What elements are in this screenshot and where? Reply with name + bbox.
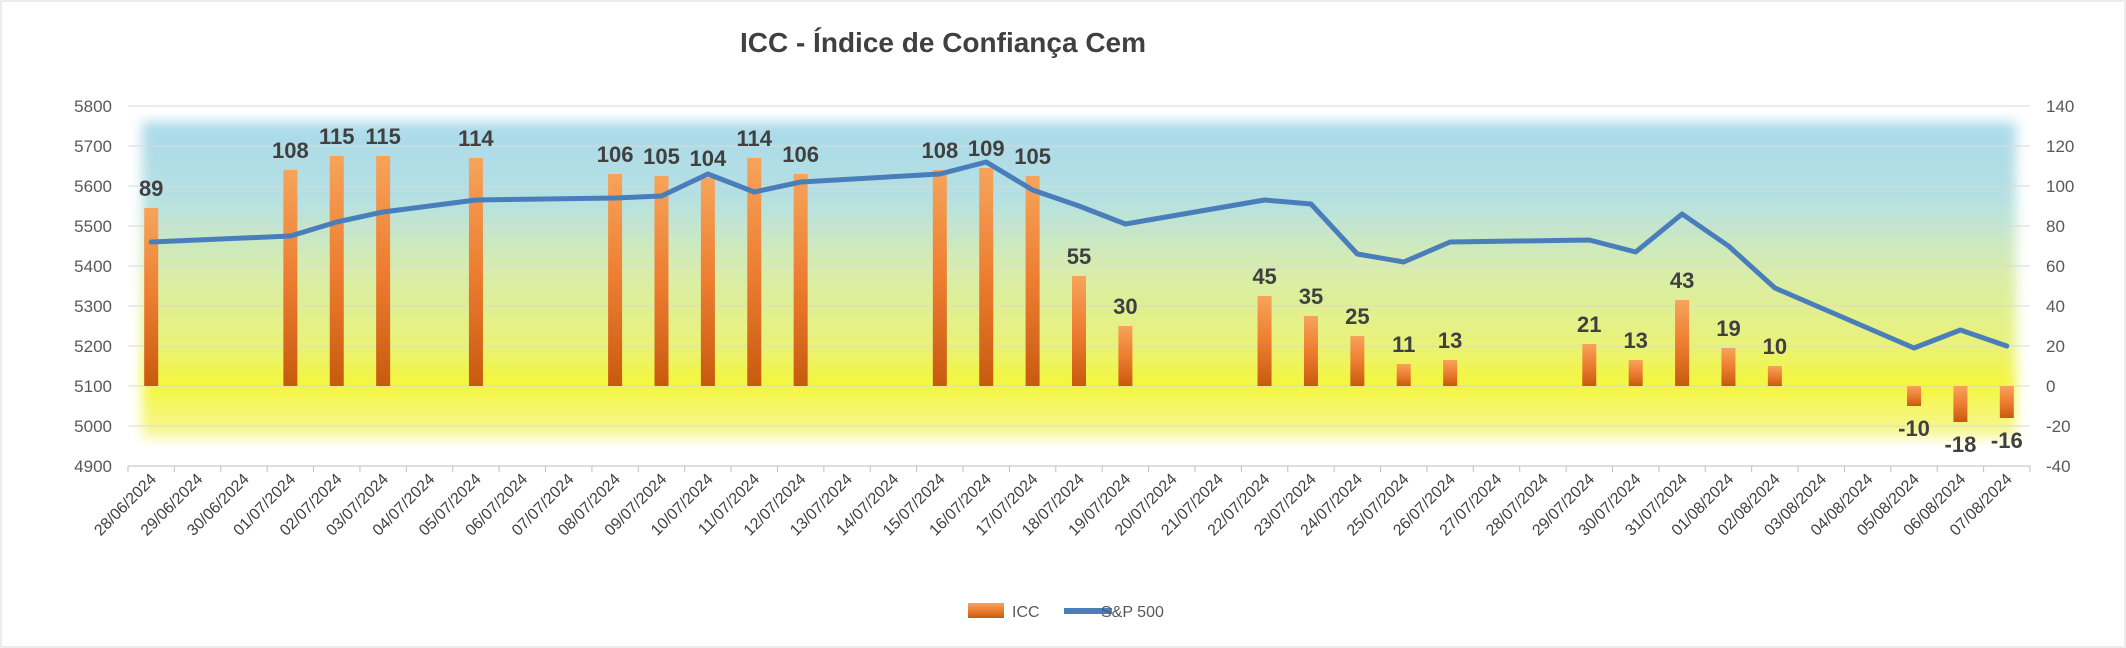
left-tick-label: 5600 <box>74 177 112 196</box>
icc-bar <box>979 168 994 386</box>
icc-data-label: 19 <box>1716 316 1740 341</box>
icc-bar <box>1396 364 1411 386</box>
icc-data-label: 13 <box>1438 328 1462 353</box>
icc-bar <box>654 176 669 386</box>
icc-data-label: 108 <box>921 138 958 163</box>
icc-bar <box>329 156 344 386</box>
icc-data-label: 114 <box>458 126 494 151</box>
left-tick-label: 5300 <box>74 297 112 316</box>
chart-title: ICC - Índice de Confiança Cem <box>740 27 1146 58</box>
icc-data-label: -10 <box>1898 416 1930 441</box>
icc-bar <box>793 174 808 386</box>
right-tick-label: 100 <box>2046 177 2074 196</box>
icc-bar <box>376 156 391 386</box>
icc-data-label: 115 <box>319 124 355 149</box>
left-tick-label: 5500 <box>74 217 112 236</box>
icc-data-label: 105 <box>1014 144 1051 169</box>
icc-data-label: 10 <box>1763 334 1787 359</box>
sp500-line-layer <box>148 159 2010 351</box>
icc-data-label: -18 <box>1945 432 1977 457</box>
icc-bar <box>1118 326 1133 386</box>
right-tick-label: -40 <box>2046 457 2071 476</box>
icc-data-label: 104 <box>690 146 727 171</box>
icc-data-label: 108 <box>272 138 309 163</box>
icc-bar <box>1675 300 1690 386</box>
legend-sp500-label: S&P 500 <box>1101 604 1164 621</box>
legend: ICC S&P 500 <box>968 603 1164 621</box>
right-tick-label: 60 <box>2046 257 2065 276</box>
legend-icc-swatch <box>968 603 1004 618</box>
gridlines <box>128 105 2030 467</box>
right-tick-label: 120 <box>2046 137 2074 156</box>
right-tick-label: 80 <box>2046 217 2065 236</box>
icc-data-label: 55 <box>1067 244 1091 269</box>
icc-bar <box>747 158 762 386</box>
icc-data-label: 25 <box>1345 304 1369 329</box>
icc-bar <box>468 158 483 386</box>
icc-data-label: 21 <box>1577 312 1601 337</box>
right-tick-label: -20 <box>2046 417 2071 436</box>
left-tick-label: 5800 <box>74 97 112 116</box>
icc-data-label: 35 <box>1299 284 1323 309</box>
icc-bar <box>700 178 715 386</box>
icc-data-label: -16 <box>1991 428 2023 453</box>
icc-bar <box>1072 276 1086 386</box>
icc-data-label: 11 <box>1392 332 1415 357</box>
icc-data-label: 30 <box>1113 294 1137 319</box>
icc-bar <box>1628 360 1643 386</box>
icc-bar <box>1953 386 1968 422</box>
left-tick-label: 5100 <box>74 377 112 396</box>
icc-bar <box>1303 316 1318 386</box>
left-tick-label: 5200 <box>74 337 112 356</box>
icc-bar <box>1721 348 1736 386</box>
icc-data-label: 45 <box>1252 264 1276 289</box>
icc-bar <box>1025 176 1040 386</box>
icc-bar <box>932 170 947 386</box>
icc-data-label: 115 <box>365 124 401 149</box>
left-axis-ticks: 4900 5000 5100 5200 5300 5400 5500 5600 5700 5800 <box>74 97 112 476</box>
left-tick-label: 4900 <box>74 457 112 476</box>
icc-bar <box>1443 360 1458 386</box>
icc-bar <box>144 208 159 386</box>
icc-data-label: 13 <box>1623 328 1647 353</box>
icc-data-label: 89 <box>139 176 163 201</box>
legend-icc-label: ICC <box>1012 604 1040 621</box>
icc-data-label: 106 <box>597 142 634 167</box>
icc-bar <box>1999 386 2014 418</box>
right-tick-label: 140 <box>2046 97 2074 116</box>
icc-data-label: 105 <box>643 144 680 169</box>
icc-data-label: 109 <box>968 136 1005 161</box>
left-tick-label: 5000 <box>74 417 112 436</box>
icc-bar <box>283 170 298 386</box>
icc-bar <box>608 174 623 386</box>
icc-bar <box>1257 296 1272 386</box>
right-axis-ticks: -40 -20 0 20 40 60 80 100 120 140 <box>2046 97 2074 476</box>
icc-bar <box>1582 344 1597 386</box>
sp500-line <box>148 159 2010 351</box>
right-tick-label: 20 <box>2046 337 2065 356</box>
icc-data-labels: 89 108 115 115 114 106 105 104 114 106 108 109 105 55… <box>139 124 2023 457</box>
icc-bar <box>1767 366 1782 386</box>
icc-bar <box>1350 336 1365 386</box>
icc-data-label: 43 <box>1670 268 1694 293</box>
icc-bar <box>1907 386 1922 406</box>
right-tick-label: 0 <box>2046 377 2055 396</box>
left-tick-label: 5700 <box>74 137 112 156</box>
left-tick-label: 5400 <box>74 257 112 276</box>
right-tick-label: 40 <box>2046 297 2065 316</box>
icc-data-label: 114 <box>737 126 773 151</box>
icc-data-label: 106 <box>782 142 819 167</box>
